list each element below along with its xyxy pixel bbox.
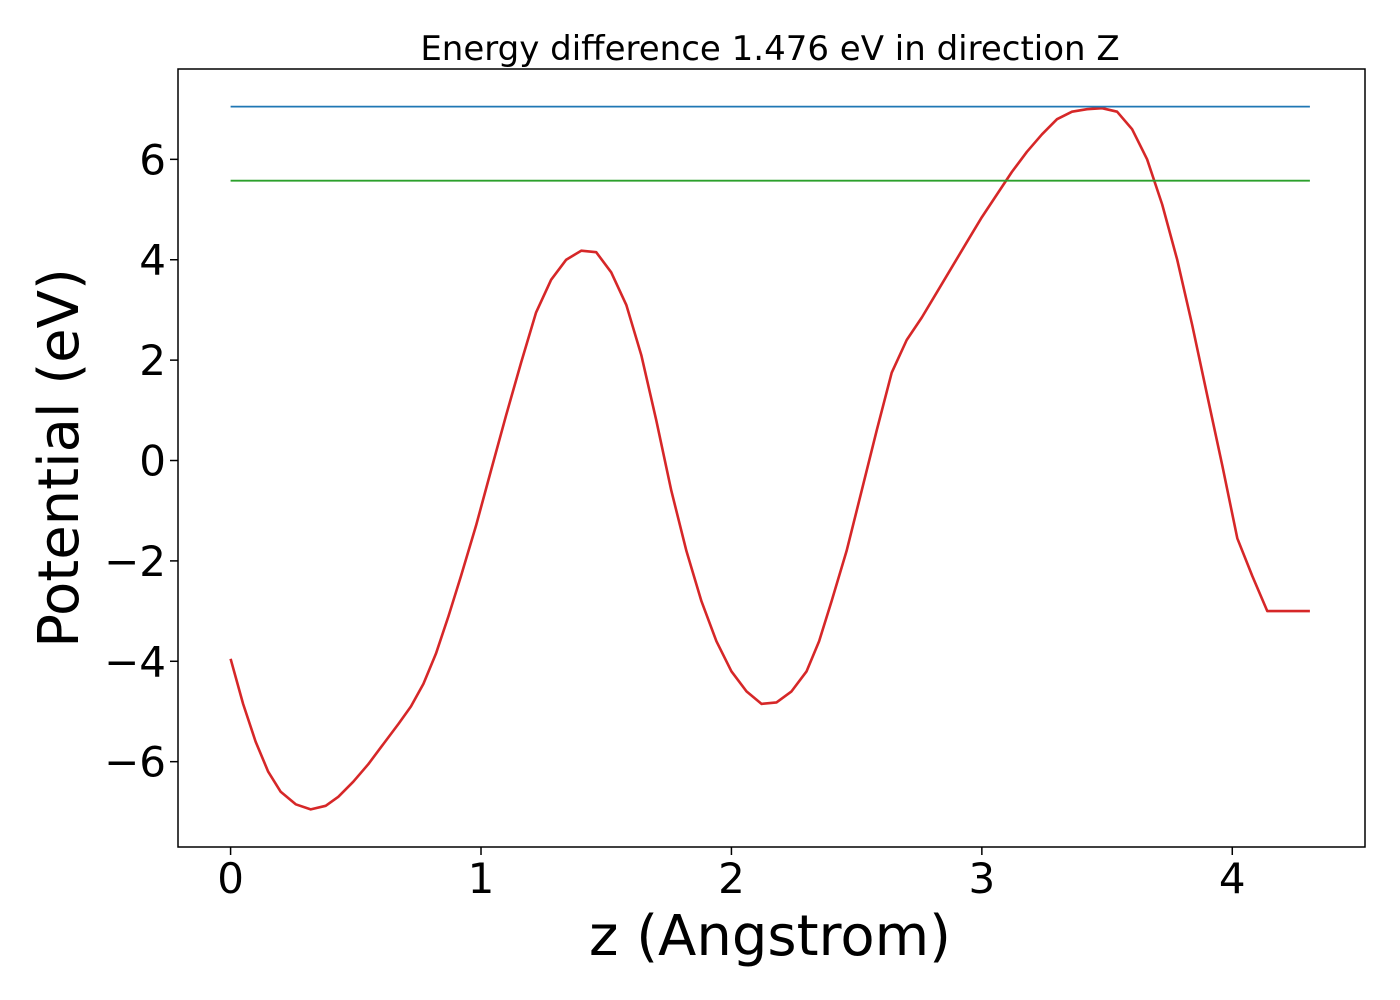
y-tick-label: −4: [104, 637, 166, 686]
x-axis-ticks: 0 1 2 3 4: [217, 847, 1246, 903]
x-tick-label: 2: [718, 854, 745, 903]
x-tick-label: 1: [468, 854, 495, 903]
potential-curve: [229, 106, 1310, 811]
y-tick-label: 6: [139, 135, 166, 184]
x-tick-label: 3: [968, 854, 995, 903]
y-axis-ticks: −6 −4 −2 0 2 4 6: [104, 135, 178, 787]
y-tick-label: 2: [139, 336, 166, 385]
x-tick-label: 4: [1219, 854, 1246, 903]
y-tick-label: 4: [139, 236, 166, 285]
x-axis-label: z (Angstrom): [589, 904, 951, 969]
plot-frame: [177, 68, 1366, 848]
x-tick-label: 0: [217, 854, 244, 903]
y-tick-label: −2: [104, 537, 166, 586]
y-tick-label: 0: [139, 437, 166, 486]
y-tick-label: −6: [104, 738, 166, 787]
y-axis-label: Potential (eV): [27, 268, 92, 648]
chart-title: Energy difference 1.476 eV in direction …: [420, 29, 1119, 69]
plot-area: [229, 105, 1310, 811]
